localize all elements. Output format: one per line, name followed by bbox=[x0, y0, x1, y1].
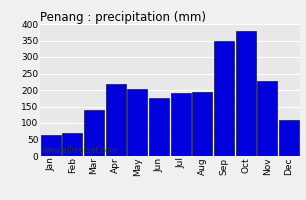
Bar bbox=[127, 89, 147, 156]
Bar bbox=[257, 81, 277, 156]
Bar bbox=[84, 110, 104, 156]
Bar bbox=[171, 93, 191, 156]
Bar bbox=[192, 92, 212, 156]
Bar bbox=[106, 84, 126, 156]
Text: Penang : precipitation (mm): Penang : precipitation (mm) bbox=[40, 11, 206, 24]
Bar bbox=[236, 31, 256, 156]
Bar bbox=[62, 133, 82, 156]
Bar bbox=[149, 98, 169, 156]
Bar bbox=[41, 135, 61, 156]
Bar bbox=[214, 40, 234, 156]
Text: www.allmetsat.com: www.allmetsat.com bbox=[42, 146, 118, 155]
Bar bbox=[279, 120, 299, 156]
